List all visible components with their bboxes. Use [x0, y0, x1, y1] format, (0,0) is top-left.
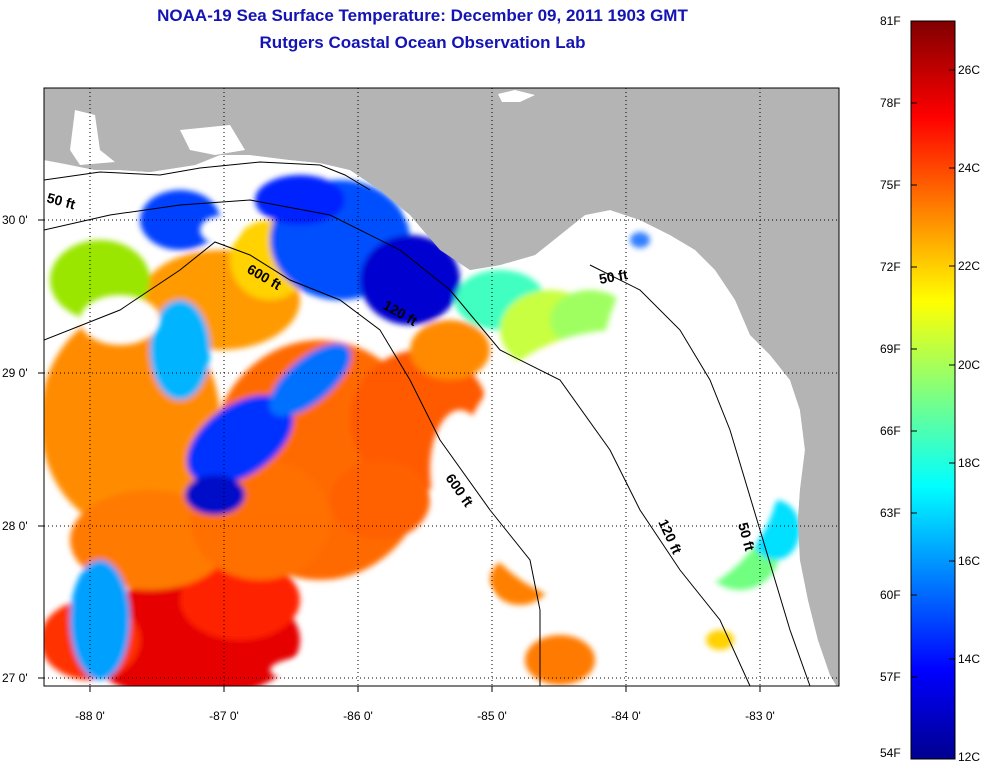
colorbar-f-label: 78F	[880, 96, 901, 110]
map-frame	[43, 87, 840, 687]
map-plot-area	[44, 88, 839, 686]
lon-tick-label: -88 0'	[75, 709, 105, 723]
colorbar-f-label: 54F	[880, 746, 901, 760]
colorbar-f-label: 60F	[880, 588, 901, 602]
colorbar-c-label: 24C	[958, 161, 981, 175]
lat-lon-grid	[44, 88, 839, 686]
contour-50ft-west	[44, 161, 371, 191]
colorbar-c-label: 14C	[958, 652, 981, 666]
colorbar-ticks	[911, 20, 955, 678]
colorbar-c-label: 12C	[958, 750, 981, 764]
colorbar-f-label: 57F	[880, 670, 901, 684]
contour-600ft	[44, 241, 541, 686]
contour-label: 50 ft	[598, 266, 629, 287]
axis-ticks	[38, 219, 761, 692]
lake-shape	[498, 90, 535, 102]
lat-tick-label: 30 0'	[2, 213, 28, 227]
map-subtitle: Rutgers Coastal Ocean Observation Lab	[259, 33, 586, 52]
colorbar-f-label: 72F	[880, 260, 901, 274]
colorbar-c-label: 26C	[958, 63, 981, 77]
bay-shape	[180, 125, 245, 155]
contour-50ft-east	[589, 264, 811, 686]
lat-tick-label: 27 0'	[2, 671, 28, 685]
bay-shape	[70, 110, 115, 165]
map-title: NOAA-19 Sea Surface Temperature: Decembe…	[157, 6, 688, 25]
lon-tick-label: -85 0'	[477, 709, 507, 723]
lat-tick-label: 29 0'	[2, 366, 28, 380]
contour-label: 50 ft	[735, 521, 758, 553]
contour-label: 50 ft	[45, 189, 77, 212]
contour-120ft	[44, 199, 751, 686]
colorbar-c-label: 20C	[958, 358, 981, 372]
colorbar-c-label: 22C	[958, 259, 981, 273]
colorbar-f-label: 63F	[880, 506, 901, 520]
temperature-colorbar	[910, 20, 956, 760]
colorbar-f-label: 75F	[880, 178, 901, 192]
land-mass-top	[44, 88, 839, 686]
lon-tick-label: -83 0'	[745, 709, 775, 723]
lon-tick-label: -84 0'	[611, 709, 641, 723]
colorbar-c-label: 18C	[958, 456, 981, 470]
colorbar-f-label: 69F	[880, 342, 901, 356]
lat-tick-label: 28 0'	[2, 519, 28, 533]
colorbar-c-label: 16C	[958, 554, 981, 568]
colorbar-f-label: 81F	[880, 14, 901, 28]
lon-tick-label: -87 0'	[209, 709, 239, 723]
colorbar-f-label: 66F	[880, 424, 901, 438]
lon-tick-label: -86 0'	[343, 709, 373, 723]
